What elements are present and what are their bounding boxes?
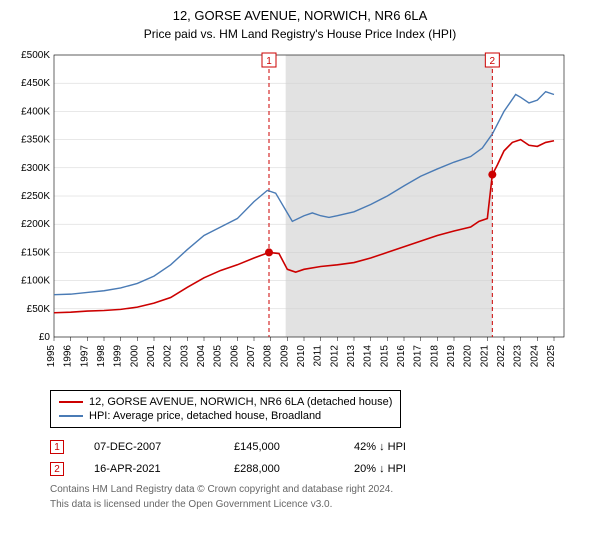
svg-text:2000: 2000: [129, 345, 140, 368]
chart-subtitle: Price paid vs. HM Land Registry's House …: [10, 27, 590, 41]
legend-label: 12, GORSE AVENUE, NORWICH, NR6 6LA (deta…: [89, 396, 392, 408]
legend-item: HPI: Average price, detached house, Broa…: [59, 409, 392, 423]
svg-text:2012: 2012: [329, 345, 340, 368]
svg-text:1996: 1996: [63, 345, 74, 368]
events-table: 1 07-DEC-2007 £145,000 42% ↓ HPI 2 16-APR-202…: [50, 436, 590, 480]
attribution-line-1: Contains HM Land Registry data © Crown c…: [50, 484, 590, 495]
svg-text:2001: 2001: [146, 345, 157, 368]
svg-text:2020: 2020: [463, 345, 474, 368]
svg-text:2025: 2025: [546, 345, 557, 368]
event-price: £145,000: [234, 441, 324, 453]
svg-text:2017: 2017: [413, 345, 424, 368]
svg-text:2008: 2008: [263, 345, 274, 368]
line-chart: £0 £50K £100K £150K £200K £250K £300K £350K £400…: [10, 49, 570, 379]
svg-text:2005: 2005: [213, 345, 224, 368]
legend-item: 12, GORSE AVENUE, NORWICH, NR6 6LA (deta…: [59, 395, 392, 409]
svg-text:£200K: £200K: [21, 219, 50, 230]
event-marker: 2: [50, 462, 64, 476]
svg-text:2011: 2011: [313, 345, 324, 367]
event-row: 2 16-APR-2021 £288,000 20% ↓ HPI: [50, 458, 590, 480]
svg-text:£350K: £350K: [21, 135, 50, 146]
chart-title: 12, GORSE AVENUE, NORWICH, NR6 6LA: [10, 8, 590, 23]
svg-text:2022: 2022: [496, 345, 507, 368]
event-price: £288,000: [234, 463, 324, 475]
svg-text:2003: 2003: [179, 345, 190, 368]
svg-text:1: 1: [266, 56, 272, 67]
event-row: 1 07-DEC-2007 £145,000 42% ↓ HPI: [50, 436, 590, 458]
svg-text:£0: £0: [39, 332, 51, 343]
chart-area: £0 £50K £100K £150K £200K £250K £300K £350K £400…: [10, 49, 590, 384]
event-date: 07-DEC-2007: [94, 441, 204, 453]
svg-text:2007: 2007: [246, 345, 257, 368]
svg-text:£100K: £100K: [21, 276, 50, 287]
svg-text:1998: 1998: [96, 345, 107, 368]
svg-text:2009: 2009: [279, 345, 290, 368]
svg-text:£400K: £400K: [21, 106, 50, 117]
event-pct: 42% ↓ HPI: [354, 441, 406, 453]
svg-text:2015: 2015: [379, 345, 390, 368]
svg-text:£300K: £300K: [21, 163, 50, 174]
event-date: 16-APR-2021: [94, 463, 204, 475]
svg-text:£250K: £250K: [21, 191, 50, 202]
svg-text:£500K: £500K: [21, 50, 50, 61]
attribution-line-2: This data is licensed under the Open Gov…: [50, 499, 590, 510]
svg-text:2013: 2013: [346, 345, 357, 368]
svg-text:1997: 1997: [79, 345, 90, 368]
svg-text:2010: 2010: [296, 345, 307, 368]
event-pct: 20% ↓ HPI: [354, 463, 406, 475]
svg-text:1995: 1995: [46, 345, 57, 368]
svg-text:2006: 2006: [229, 345, 240, 368]
svg-text:2014: 2014: [363, 345, 374, 368]
svg-text:2019: 2019: [446, 345, 457, 368]
legend: 12, GORSE AVENUE, NORWICH, NR6 6LA (deta…: [50, 390, 401, 428]
svg-text:2018: 2018: [429, 345, 440, 368]
legend-label: HPI: Average price, detached house, Broa…: [89, 410, 321, 422]
svg-text:2004: 2004: [196, 345, 207, 368]
legend-swatch: [59, 401, 83, 403]
svg-text:2016: 2016: [396, 345, 407, 368]
legend-swatch: [59, 415, 83, 417]
svg-text:2: 2: [490, 56, 496, 67]
svg-text:2023: 2023: [513, 345, 524, 368]
svg-text:£150K: £150K: [21, 247, 50, 258]
svg-text:£50K: £50K: [27, 304, 51, 315]
svg-text:£450K: £450K: [21, 78, 50, 89]
svg-text:1999: 1999: [113, 345, 124, 368]
svg-text:2021: 2021: [479, 345, 490, 368]
svg-text:2002: 2002: [163, 345, 174, 368]
svg-text:2024: 2024: [529, 345, 540, 368]
event-marker: 1: [50, 440, 64, 454]
